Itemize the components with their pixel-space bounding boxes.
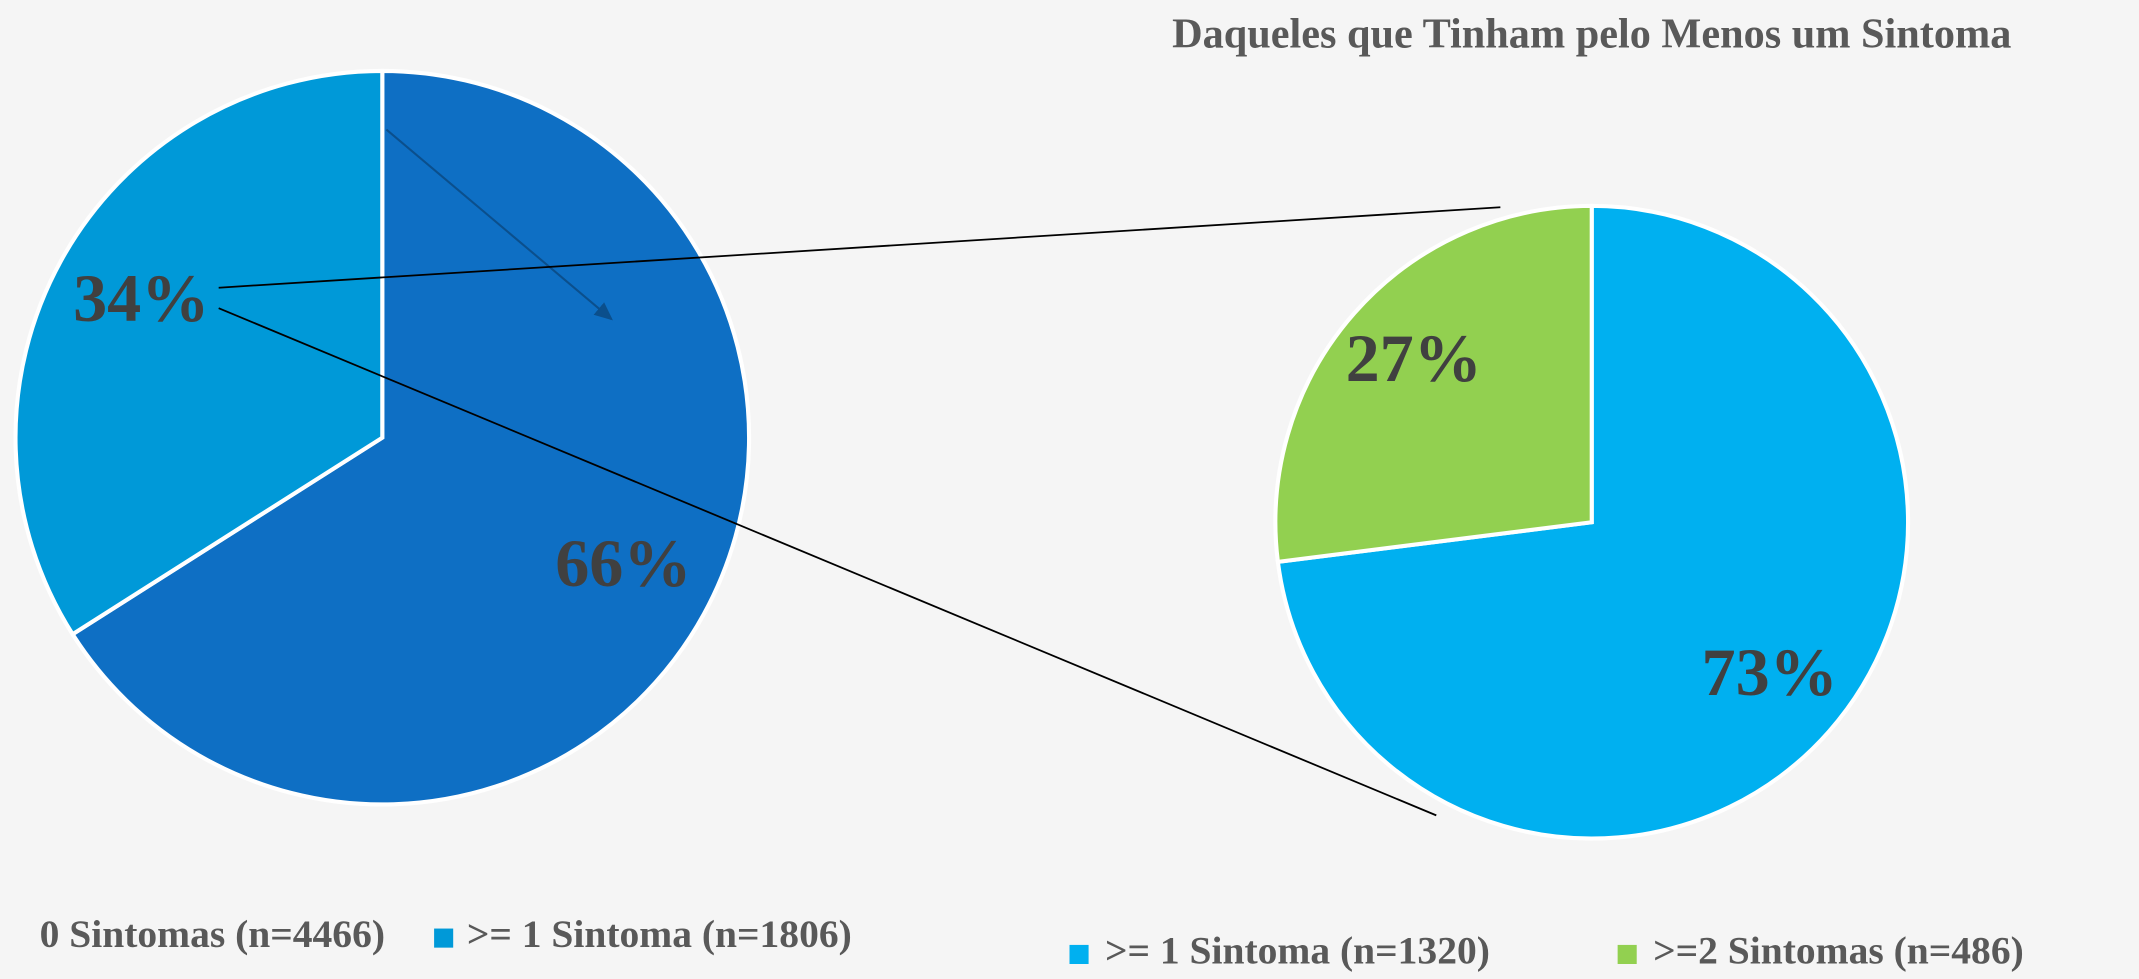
legend-marker — [1069, 944, 1089, 965]
pie-slice — [69, 68, 752, 807]
legend-label: >= 1 Sintoma (n=1320) — [1105, 929, 1490, 973]
arrow — [385, 128, 613, 321]
pie-slice — [13, 68, 385, 638]
pie-slice — [1273, 203, 1594, 565]
legend-label: 0 Sintomas (n=4466) — [40, 912, 385, 956]
data-label: 73% — [1702, 634, 1838, 710]
legend-marker — [1617, 944, 1637, 965]
legend-label: >=2 Sintomas (n=486) — [1653, 929, 2024, 973]
chart-title: Daqueles que Tinham pelo Menos um Sintom… — [1172, 9, 2012, 58]
data-label: 27% — [1346, 320, 1482, 396]
data-label: 34% — [73, 260, 209, 336]
title-box: Daqueles que Tinham pelo Menos um Sintom… — [1172, 9, 2012, 58]
data-label: 66% — [555, 525, 691, 601]
legend-label: >= 1 Sintoma (n=1806) — [467, 912, 852, 956]
connector-line — [218, 206, 1501, 289]
connector-line — [218, 307, 1437, 817]
legend-marker — [434, 928, 454, 948]
